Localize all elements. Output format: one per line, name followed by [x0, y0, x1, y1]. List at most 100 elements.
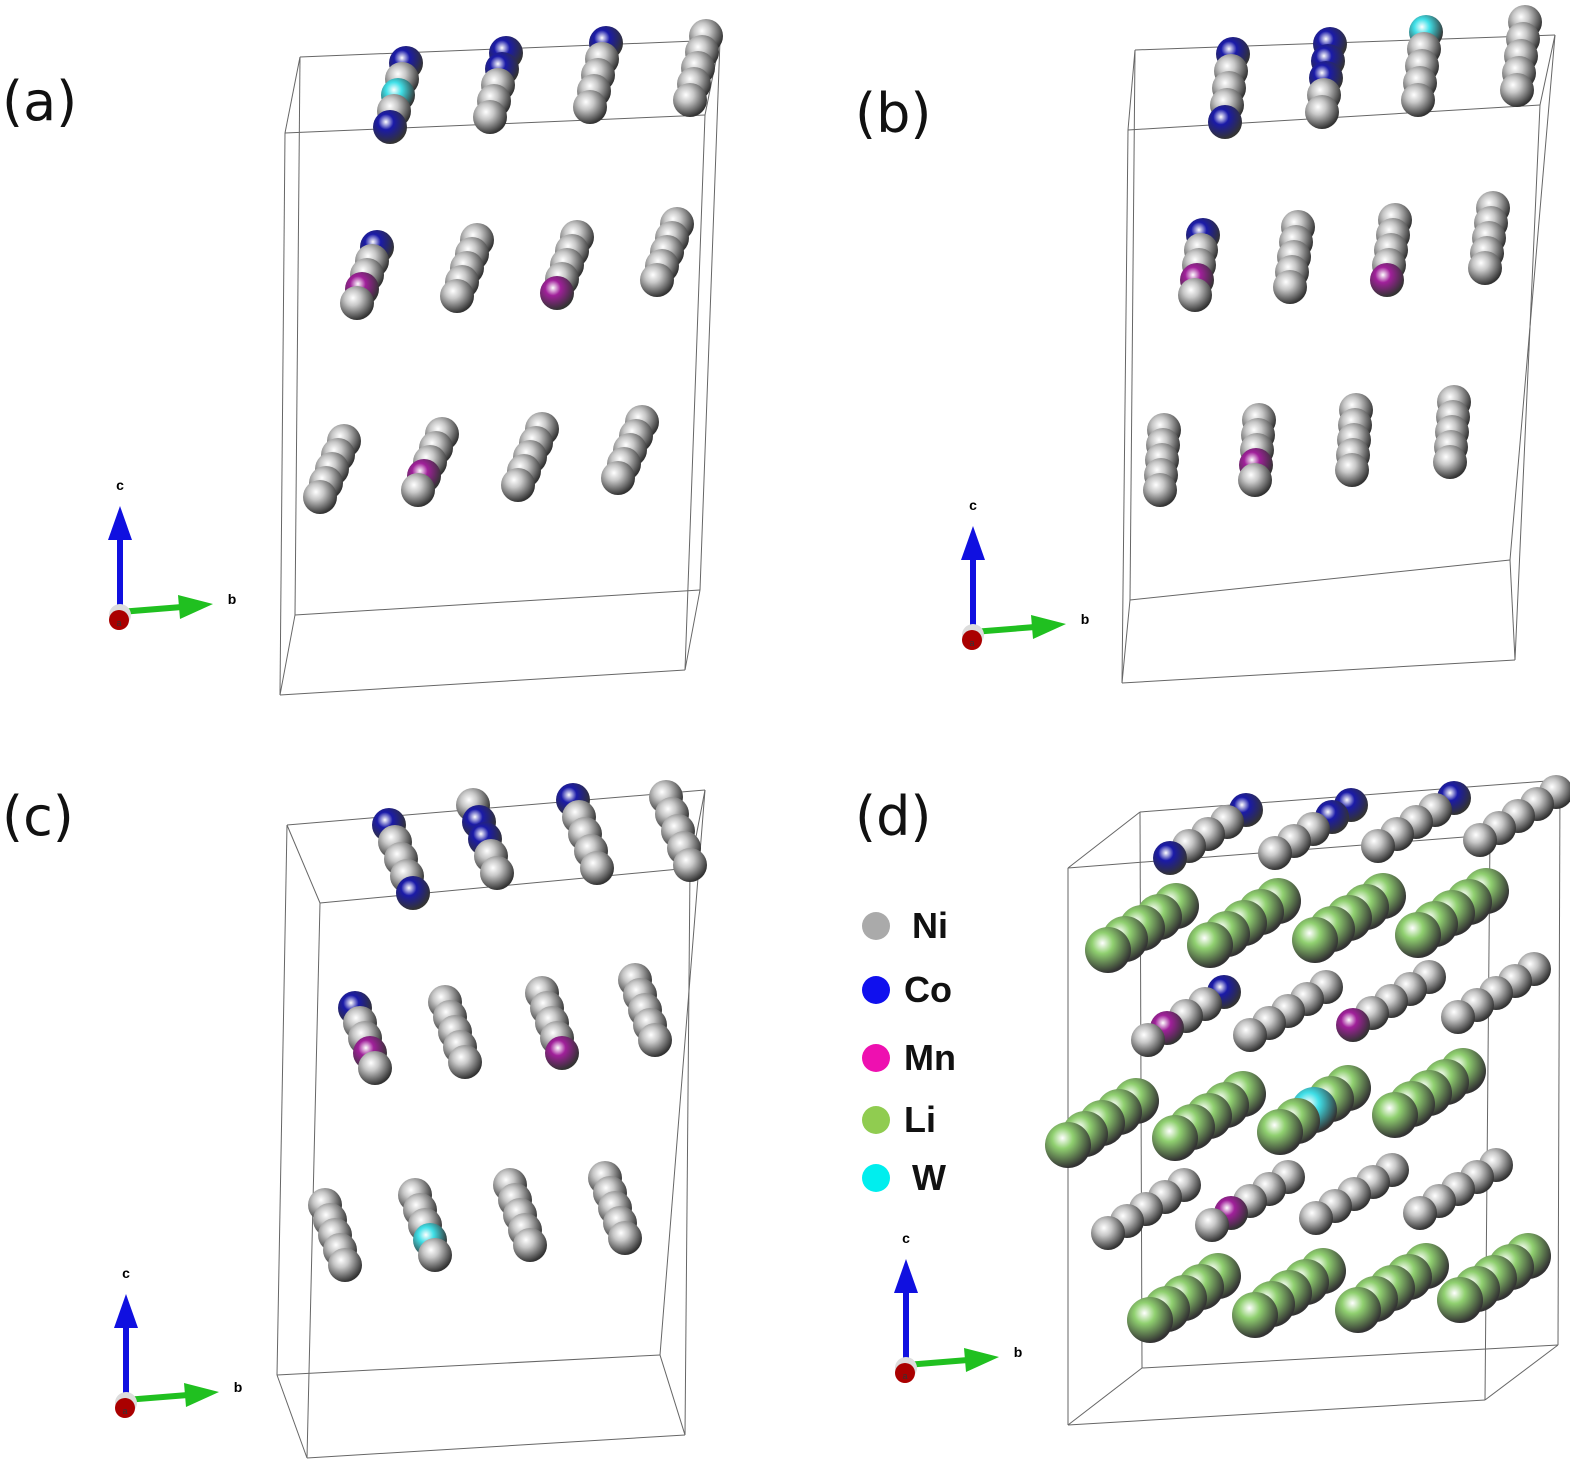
co-dot-icon [862, 976, 890, 1004]
atom-li [1372, 1092, 1418, 1138]
atom-ni [1335, 453, 1369, 487]
atom-li [1127, 1297, 1173, 1343]
atom-li [1085, 927, 1131, 973]
atom-ni [1143, 473, 1177, 507]
atom-ni [640, 263, 674, 297]
axis-triad: c b a [108, 477, 236, 630]
unit-cell-edge [684, 867, 691, 1436]
atom-column [1468, 191, 1510, 285]
atom-ni [673, 83, 707, 117]
atom-li [1437, 1277, 1483, 1323]
unit-cell-edge [276, 824, 288, 1376]
w-dot-icon [862, 1164, 890, 1192]
unit-cell-edge [1121, 129, 1129, 684]
atom-ni [1433, 445, 1467, 479]
b-axis-label: b [1081, 611, 1090, 627]
atom-column [303, 424, 361, 514]
atom-column [493, 1168, 547, 1262]
atom-column [1395, 868, 1509, 958]
atom-column [1437, 1233, 1551, 1323]
unit-cell-edge [276, 1354, 661, 1376]
atom-column [340, 230, 394, 320]
atom-column [1361, 781, 1471, 863]
atom-li [1187, 922, 1233, 968]
a-axis-icon [962, 630, 982, 650]
atom-column [1305, 27, 1347, 129]
atom-ni [501, 468, 535, 502]
unit-cell-edge [279, 132, 286, 696]
atom-column [1258, 788, 1368, 870]
atom-column [338, 991, 392, 1085]
legend-item-mn: Mn [862, 1037, 956, 1079]
atom-ni [1441, 1000, 1475, 1034]
unit-cell-edge [279, 614, 296, 696]
a-axis-label: a [902, 1371, 907, 1381]
atom-column [1131, 975, 1241, 1057]
atom-column [1370, 203, 1412, 297]
atom-mn [1336, 1008, 1370, 1042]
atom-column [1208, 37, 1250, 139]
atom-ni [1468, 251, 1502, 285]
legend-item-ni: Ni [862, 905, 948, 947]
atom-column [649, 780, 707, 882]
atom-ni [1233, 1018, 1267, 1052]
atom-column [1292, 873, 1406, 963]
atom-ni [1258, 836, 1292, 870]
atom-co [1208, 105, 1242, 139]
b-axis-arrow [905, 1357, 969, 1368]
b-axis-label: b [228, 591, 237, 607]
atom-ni [1091, 1216, 1125, 1250]
atom-ni [601, 461, 635, 495]
atom-column [588, 1161, 642, 1255]
unit-cell-edge [1067, 811, 1141, 869]
c-arrowhead-icon [894, 1259, 918, 1293]
atom-column [1335, 393, 1373, 487]
b-axis-label: b [1014, 1344, 1023, 1360]
atom-column [640, 207, 694, 297]
atom-column [1091, 1168, 1201, 1250]
a-axis-icon [115, 1398, 135, 1418]
legend-label: Ni [912, 905, 948, 946]
panel-b: c b a [961, 5, 1556, 684]
atom-column [1187, 878, 1301, 968]
atom-column [1233, 970, 1343, 1052]
c-axis-label: c [902, 1230, 910, 1246]
unit-cell-edge [294, 56, 301, 616]
ni-dot-icon [862, 912, 890, 940]
atom-ni [580, 851, 614, 885]
unit-cell-edge [306, 902, 321, 1459]
b-axis-arrow [119, 604, 183, 615]
atom-column [540, 220, 594, 310]
unit-cell-edge [1067, 1367, 1143, 1426]
atom-ni [303, 480, 337, 514]
atom-co [396, 876, 430, 910]
unit-cell-edge [1484, 1344, 1559, 1401]
atom-ni [328, 1248, 362, 1282]
c-arrowhead-icon [108, 506, 132, 540]
atom-li [1335, 1287, 1381, 1333]
unit-cell-edge [286, 789, 706, 826]
axis-triad: c b a [114, 1265, 242, 1418]
atom-mn [545, 1036, 579, 1070]
unit-cell-edge [1129, 49, 1136, 601]
atom-column [440, 223, 494, 313]
unit-cell-edge [684, 589, 701, 671]
legend-label: W [912, 1157, 946, 1198]
unit-cell-edge [1557, 779, 1561, 1346]
atom-li [1257, 1109, 1303, 1155]
unit-cell-edge [659, 1354, 686, 1436]
panel-label-b: (b) [855, 82, 932, 145]
atom-column [398, 1178, 452, 1272]
atom-ni [1500, 73, 1534, 107]
atom-ni [1401, 83, 1435, 117]
atom-ni [1305, 95, 1339, 129]
atom-column [1257, 1065, 1371, 1155]
atom-ni [1463, 823, 1497, 857]
atom-column [1463, 775, 1570, 857]
atom-column [556, 783, 614, 885]
unit-cell-edge [1539, 34, 1556, 106]
atom-ni [1178, 278, 1212, 312]
atom-ni [608, 1221, 642, 1255]
atom-li [1232, 1292, 1278, 1338]
